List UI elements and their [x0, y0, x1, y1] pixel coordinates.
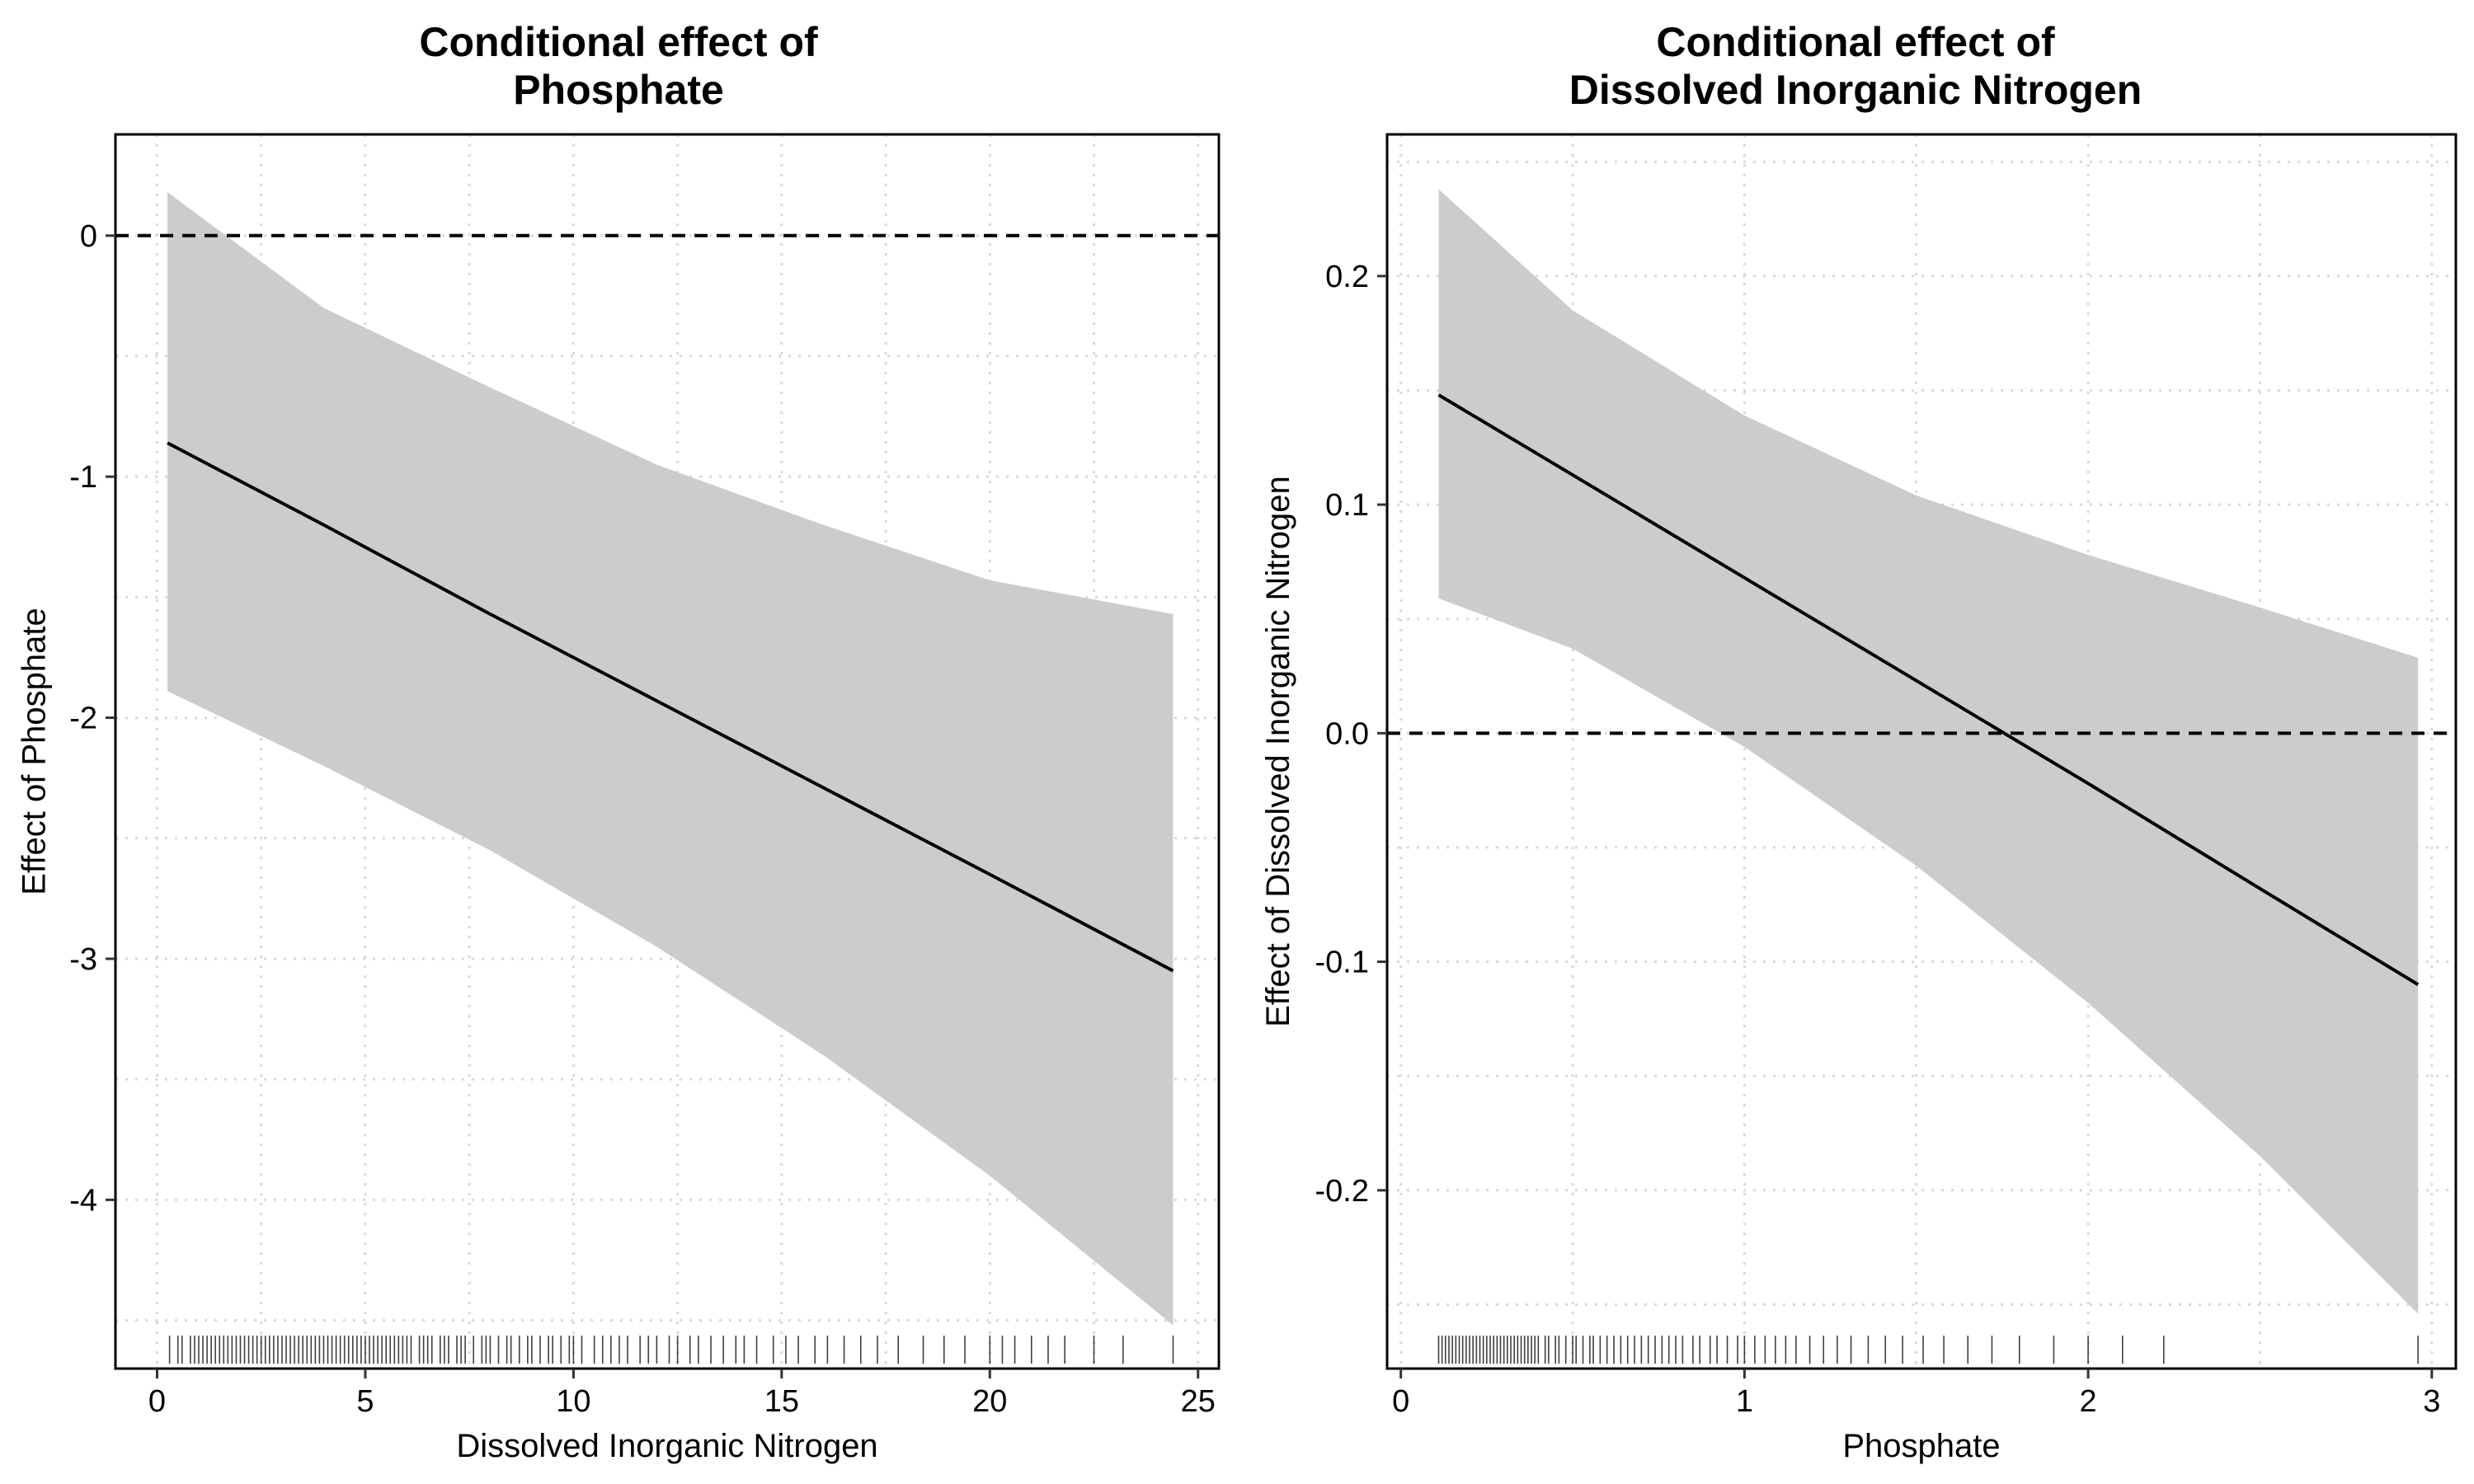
y-axis-label: Effect of Phosphate	[16, 608, 53, 895]
y-axis-label: Effect of Dissolved Inorganic Nitrogen	[1259, 476, 1296, 1027]
chart-title-line: Phosphate	[513, 67, 724, 113]
chart-title-line: Conditional effect of	[419, 19, 818, 65]
confidence-band	[1438, 189, 2419, 1314]
y-tick-label: -2	[69, 702, 97, 736]
y-tick-label: 0.2	[1325, 260, 1369, 294]
y-tick-label: 0.1	[1325, 488, 1369, 523]
x-tick-label: 5	[356, 1384, 374, 1419]
x-tick-label: 0	[1392, 1384, 1409, 1419]
y-tick-label: 0.0	[1325, 716, 1369, 751]
x-tick-label: 10	[556, 1384, 590, 1419]
chart-plot: 0 1 2 3 0.2 0.1 0.0 -0.1 -0.2	[1315, 133, 2458, 1419]
plot-frame	[1385, 133, 2458, 1370]
chart-title: Conditional effect of Dissolved Inorgani…	[1237, 18, 2474, 114]
x-tick-label: 20	[972, 1384, 1007, 1419]
effect-line	[167, 441, 1174, 973]
chart-title: Conditional effect of Phosphate	[0, 18, 1237, 114]
left-panel: Conditional effect of Phosphate 0 5 10 15 20…	[0, 18, 1237, 1464]
x-tick-label: 3	[2423, 1384, 2440, 1419]
y-tick-label: -1	[69, 460, 97, 495]
right-panel: Conditional effect of Dissolved Inorgani…	[1237, 0, 2474, 1484]
effect-line	[1437, 393, 2420, 986]
chart-title-line: Conditional effect of	[1656, 19, 2055, 65]
chart-plot: 0 5 10 15 20 25 0 -1 -2 -3 -4	[69, 133, 1221, 1419]
y-tick-label: -0.2	[1315, 1174, 1369, 1209]
y-tick-label: 0	[80, 219, 97, 254]
y-tick-label: -3	[69, 942, 97, 977]
x-tick-label: 25	[1181, 1384, 1216, 1419]
confidence-band	[167, 192, 1174, 1326]
x-tick-label: 15	[764, 1384, 799, 1419]
y-tick-label: -0.1	[1315, 946, 1369, 980]
y-tick-label: -4	[69, 1183, 97, 1218]
plot-frame	[114, 133, 1221, 1370]
x-tick-label: 0	[148, 1384, 166, 1419]
x-axis-label: Dissolved Inorganic Nitrogen	[456, 1428, 878, 1464]
x-tick-label: 1	[1736, 1384, 1753, 1419]
x-axis-label: Phosphate	[1842, 1428, 2001, 1464]
chart-title-line: Dissolved Inorganic Nitrogen	[1569, 67, 2142, 113]
x-tick-label: 2	[2080, 1384, 2097, 1419]
